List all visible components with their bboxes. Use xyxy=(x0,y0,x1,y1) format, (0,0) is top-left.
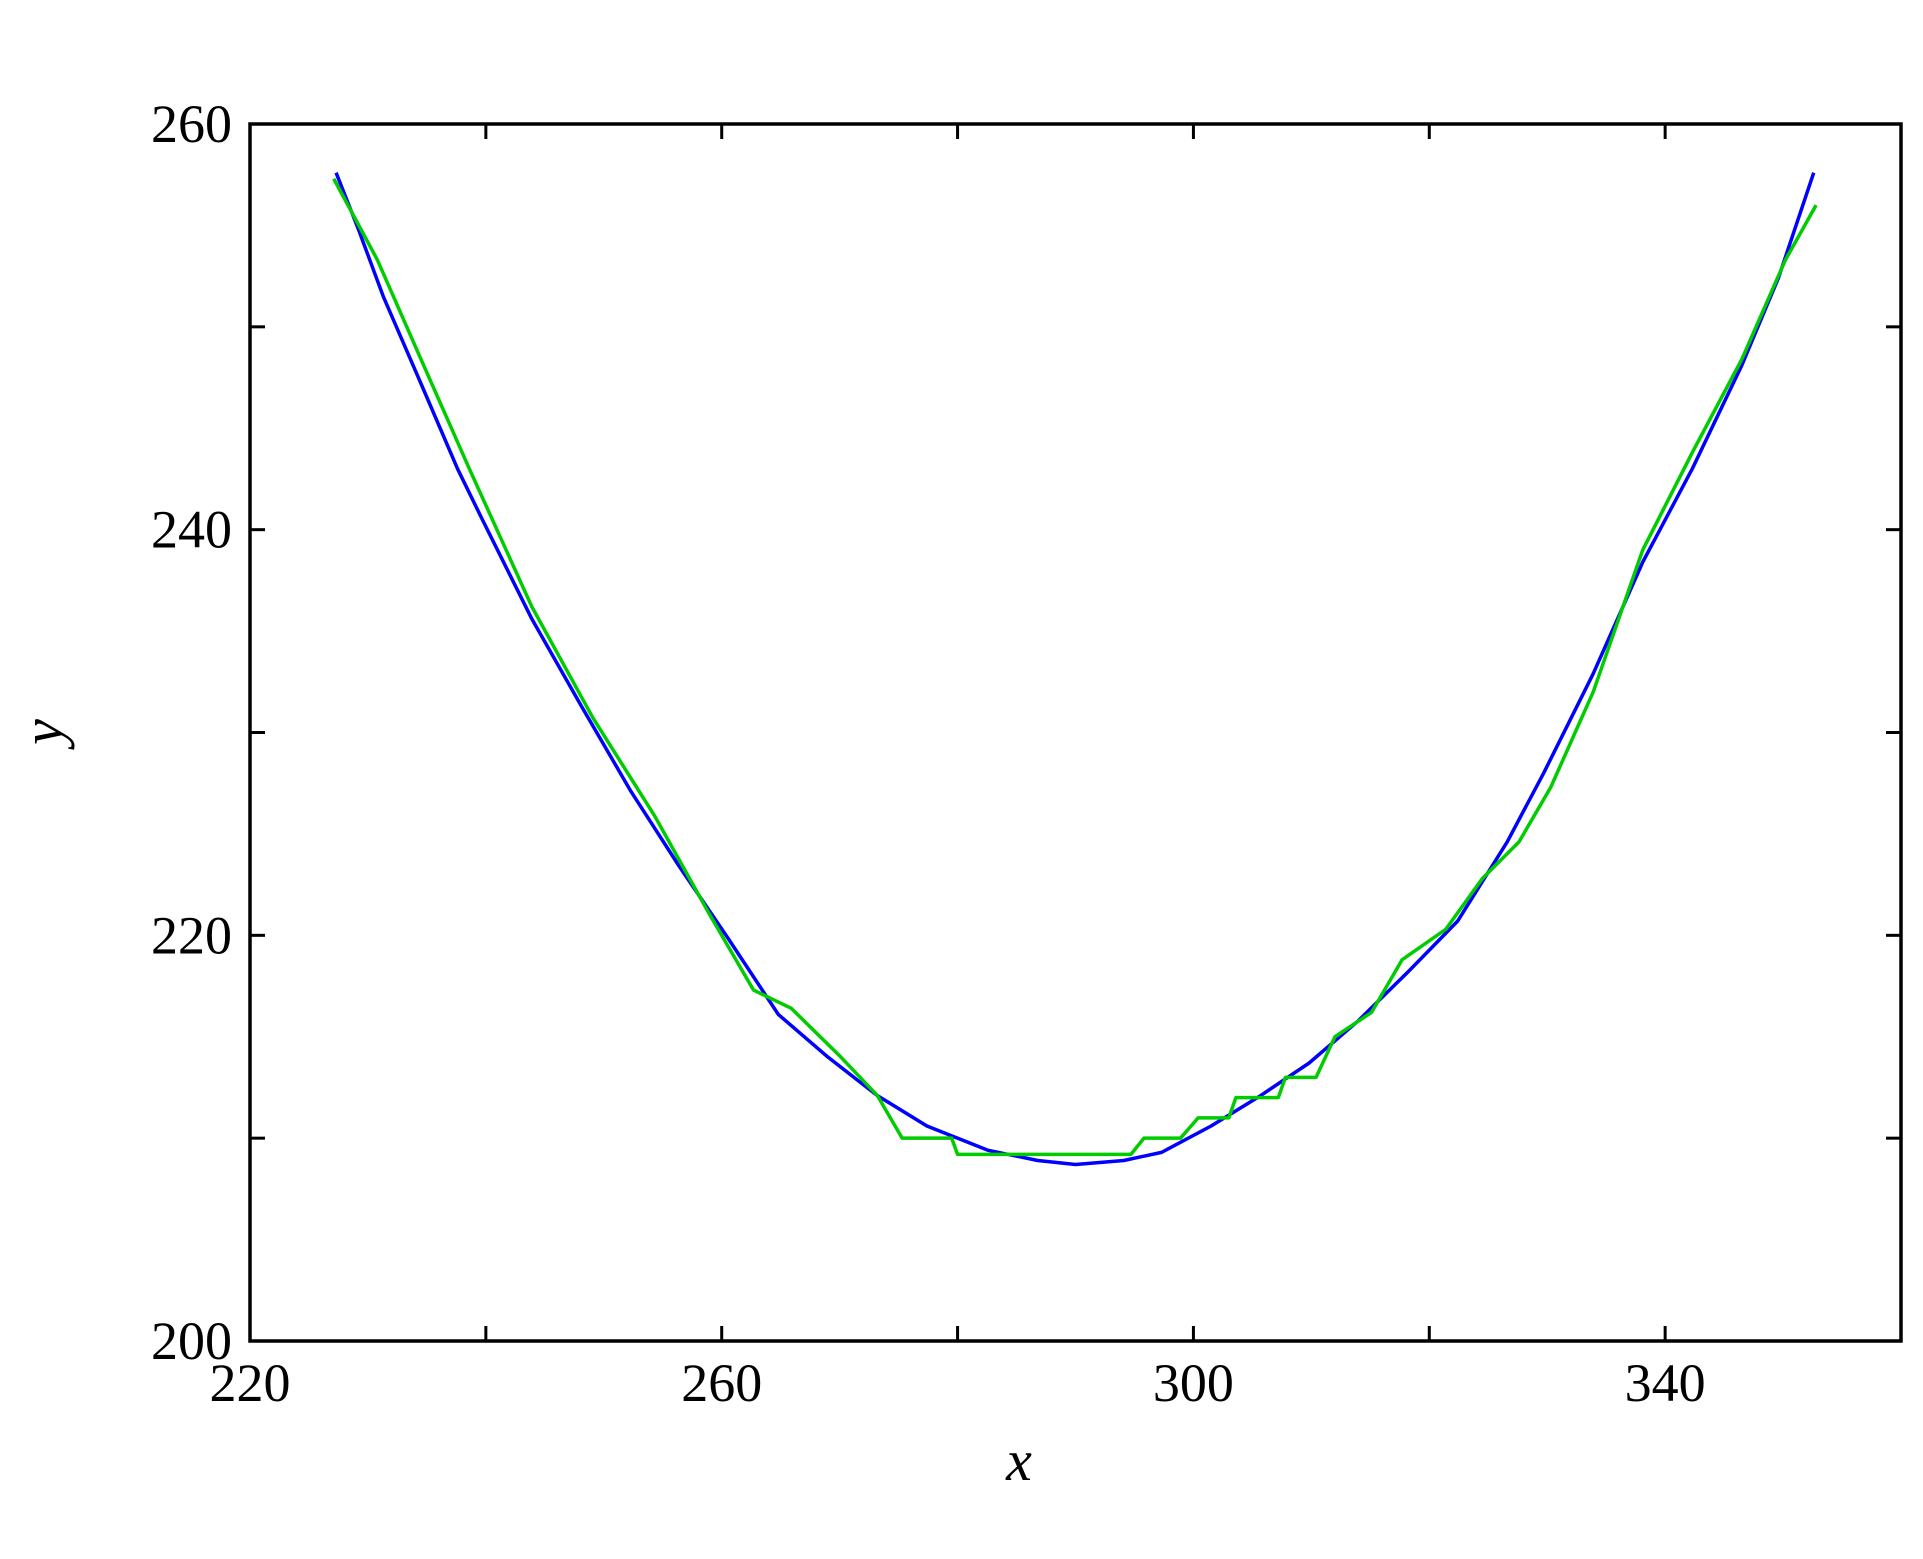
y-axis-label: y xyxy=(10,719,75,750)
y-tick-label: 220 xyxy=(151,905,232,965)
y-tick-label: 200 xyxy=(151,1311,232,1371)
series-line xyxy=(332,177,1818,1157)
y-tick-label: 240 xyxy=(151,500,232,560)
y-tick-label: 260 xyxy=(151,94,232,154)
x-tick-label: 300 xyxy=(1153,1353,1234,1413)
x-tick-label: 340 xyxy=(1625,1353,1706,1413)
plot-frame xyxy=(248,122,1903,1343)
x-tick-label: 220 xyxy=(210,1353,291,1413)
series-line xyxy=(334,172,1816,1167)
x-tick-label: 260 xyxy=(681,1353,762,1413)
x-axis-label: x xyxy=(1005,1428,1032,1493)
